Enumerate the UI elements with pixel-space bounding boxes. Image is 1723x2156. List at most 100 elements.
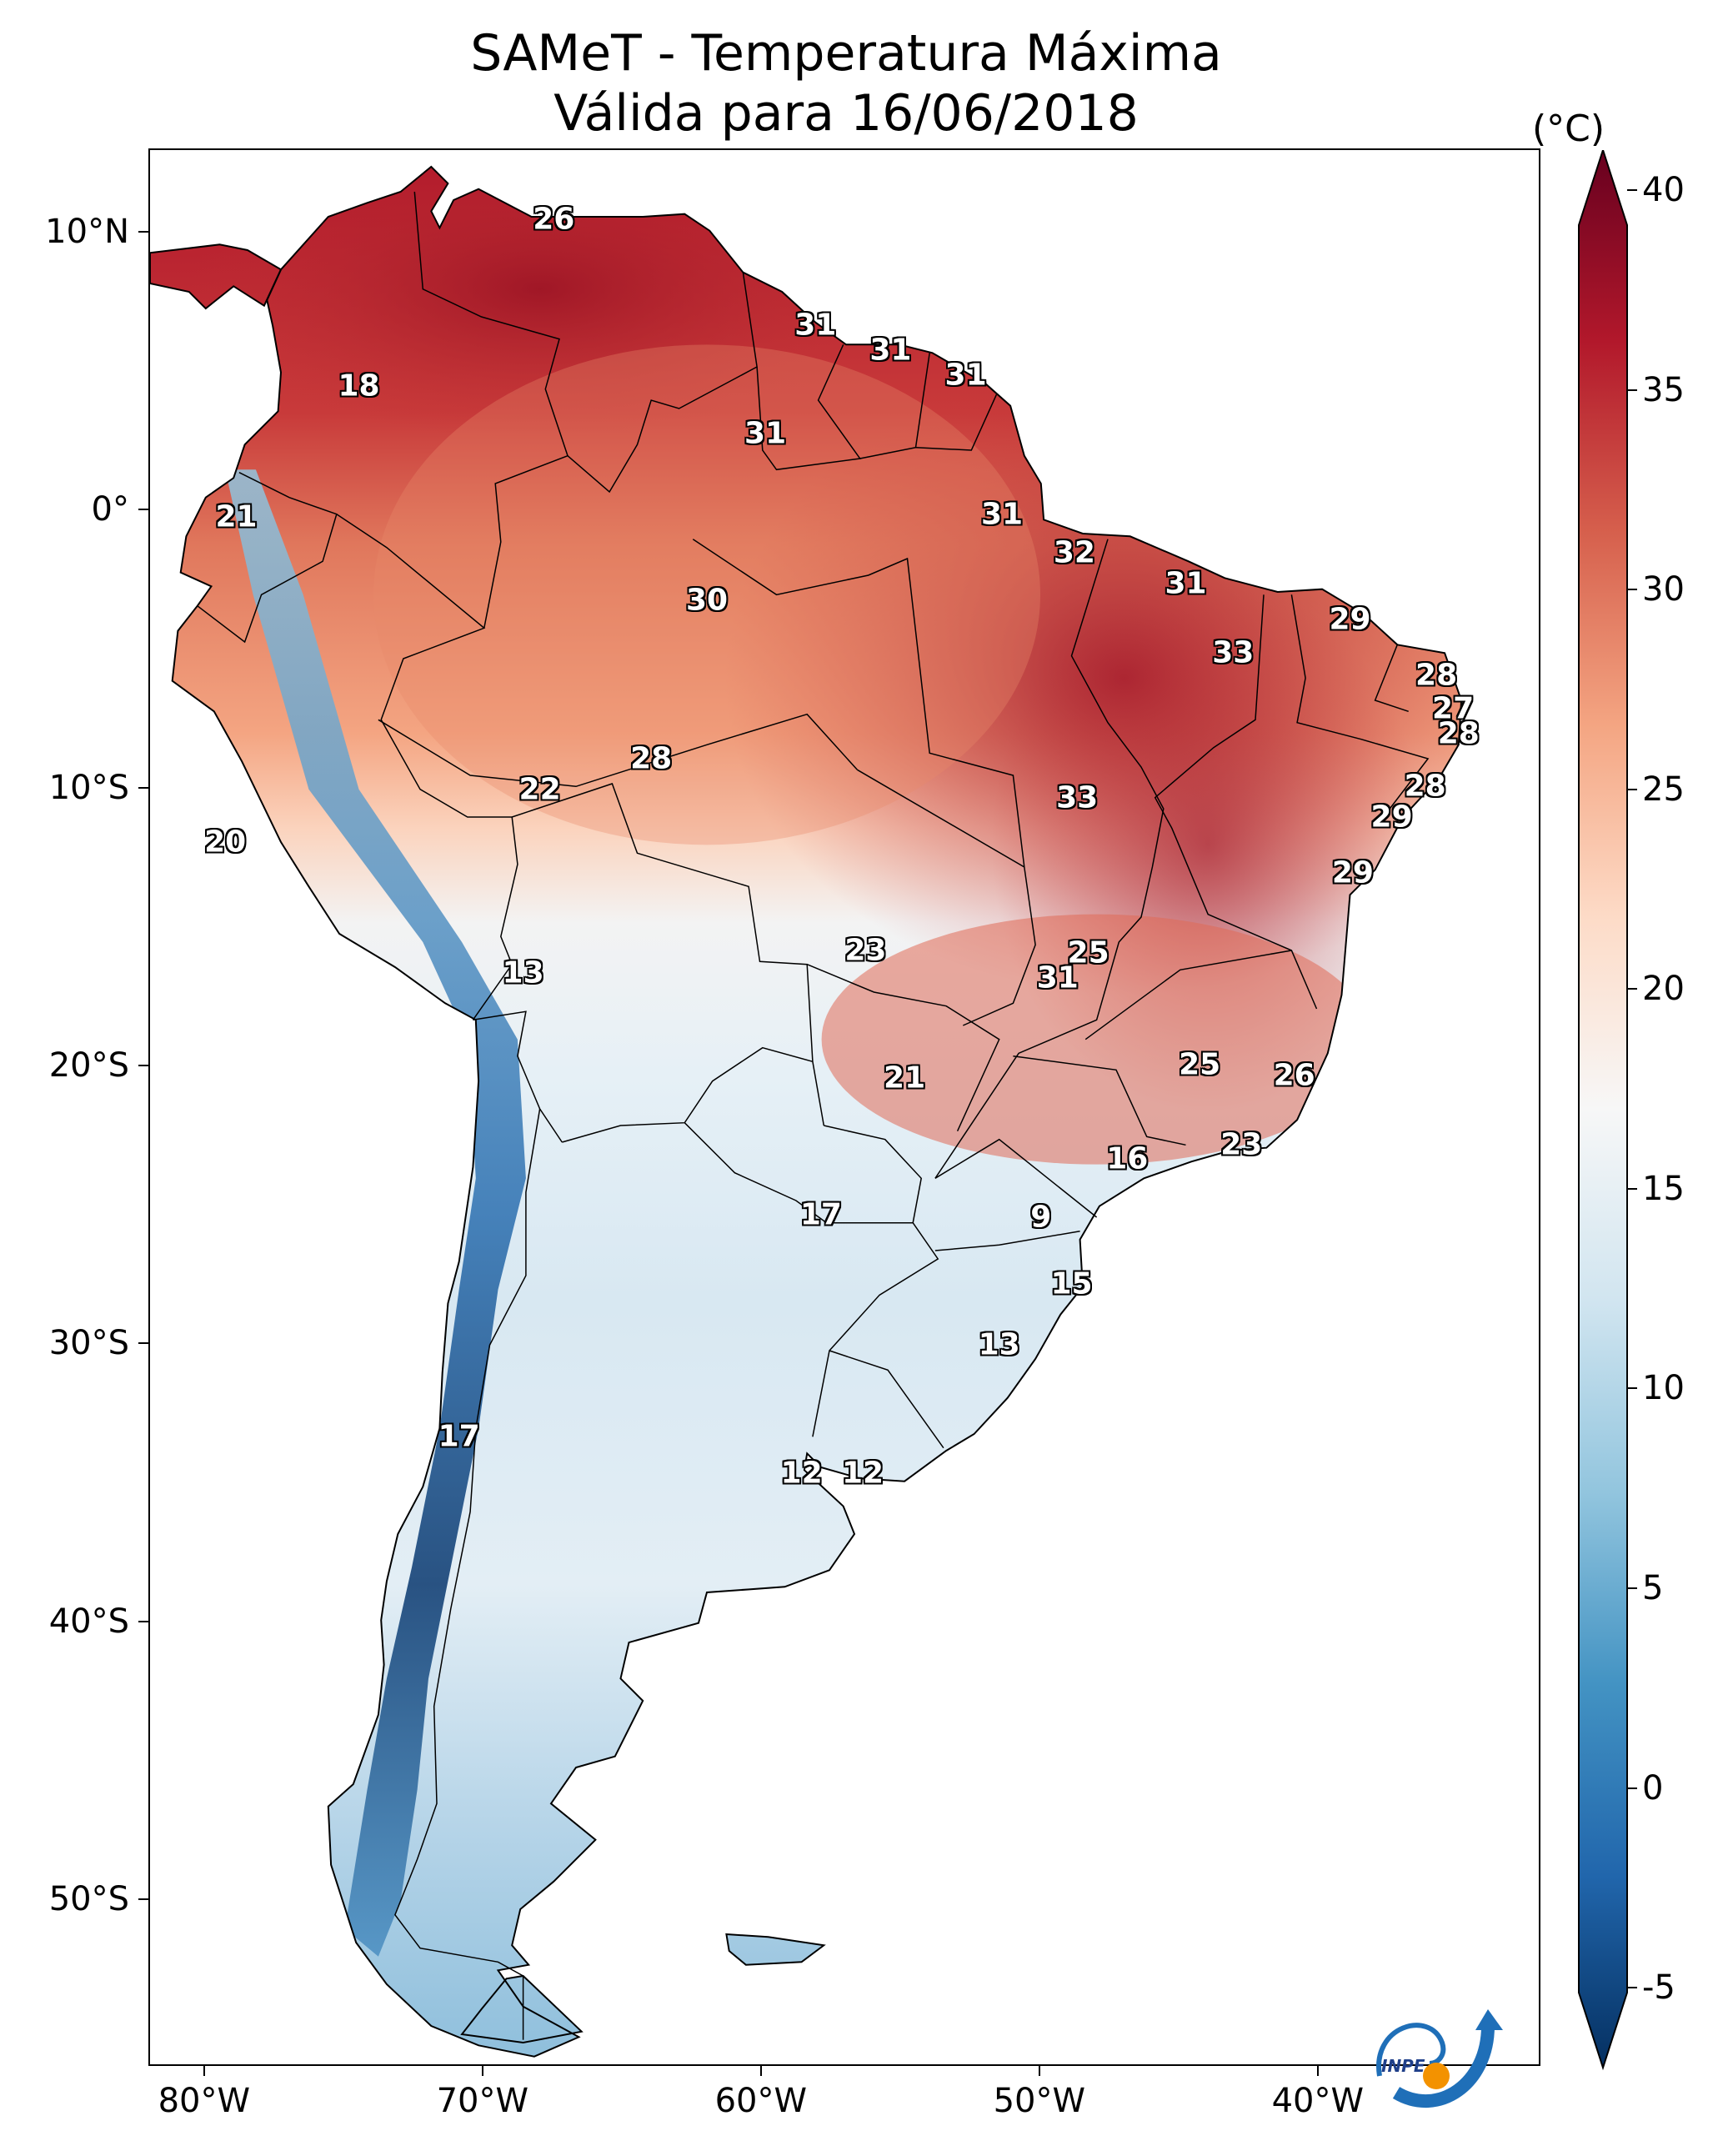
latitude-tick <box>138 1065 148 1066</box>
temperature-label: 26 <box>1273 1058 1315 1093</box>
border-line <box>934 1230 1080 1251</box>
border-line <box>812 1222 939 1437</box>
colorbar-tick-label: 15 <box>1642 1169 1685 1208</box>
border-line <box>1013 1055 1186 1146</box>
temperature-label: 28 <box>1415 658 1458 693</box>
longitude-tick <box>759 2066 762 2076</box>
border-line <box>684 1122 923 1224</box>
border-line <box>378 713 858 788</box>
map-canvas <box>150 165 1463 2058</box>
colorbar-tick-label: 35 <box>1642 370 1685 409</box>
border-line <box>934 539 1165 1179</box>
colorbar <box>1578 150 1628 2071</box>
coastline <box>171 165 1463 2058</box>
border-line <box>756 343 862 471</box>
temperature-label: 31 <box>869 333 912 368</box>
temperature-label: 32 <box>1053 535 1095 570</box>
country-borders <box>197 191 1430 2040</box>
coastline-central-america <box>150 243 283 310</box>
temperature-label: 13 <box>978 1327 1020 1362</box>
temperature-label: 18 <box>338 369 380 404</box>
longitude-tick-label: 80°W <box>158 2082 251 2120</box>
temperature-label: 31 <box>980 497 1024 532</box>
latitude-tick-label: 10°S <box>48 768 129 807</box>
title-line-2: Válida para 16/06/2018 <box>553 84 1139 143</box>
temperature-label: 22 <box>518 772 561 807</box>
temperature-label: 31 <box>1036 960 1079 995</box>
warm-zone-amazon <box>373 344 1040 845</box>
colorbar-tick-label: 10 <box>1642 1369 1685 1408</box>
continent-fill <box>150 165 1463 2058</box>
temperature-label: 23 <box>844 933 887 968</box>
latitude-tick <box>138 1898 148 1900</box>
temperature-label: 31 <box>744 416 787 451</box>
latitude-tick <box>138 1620 148 1622</box>
colorbar-tick <box>1627 188 1637 191</box>
inpe-logo: INPE <box>1376 2009 1503 2108</box>
colorbar-tick <box>1627 389 1637 391</box>
border-line <box>829 1350 944 1449</box>
colorbar-tick-label: -5 <box>1642 1968 1675 2008</box>
longitude-tick <box>1038 2066 1040 2076</box>
temperature-label: 29 <box>1331 855 1374 890</box>
colorbar-tick-label: 30 <box>1642 570 1685 609</box>
border-line <box>511 783 825 1126</box>
temperature-label: 17 <box>438 1419 480 1454</box>
temperature-label: 12 <box>841 1456 884 1491</box>
latitude-tick-label: 0° <box>91 490 129 529</box>
temperature-label: 26 <box>533 202 575 237</box>
temperature-label: 29 <box>1329 602 1371 637</box>
border-line <box>562 1046 814 1143</box>
temperature-label: 28 <box>1437 716 1480 751</box>
temperature-label: 33 <box>1212 635 1255 670</box>
temperature-label: 15 <box>1050 1266 1093 1301</box>
border-line <box>857 769 1036 1026</box>
colorbar-unit: (°C) <box>1532 108 1605 150</box>
colorbar-tick <box>1627 1187 1637 1190</box>
longitude-tick-label: 60°W <box>714 2082 808 2120</box>
temperature-label: 25 <box>1179 1047 1221 1082</box>
longitude-tick-label: 50°W <box>993 2082 1086 2120</box>
border-line <box>1290 594 1430 818</box>
temperature-label: 17 <box>799 1197 842 1232</box>
temperature-label: 29 <box>1370 800 1413 835</box>
temperature-label: 31 <box>944 358 987 393</box>
border-line <box>473 1010 563 1143</box>
border-line <box>1374 644 1409 713</box>
latitude-tick-label: 10°N <box>45 213 129 251</box>
border-line <box>1084 950 1292 1040</box>
longitude-tick-label: 40°W <box>1271 2082 1365 2120</box>
temperature-label: 16 <box>1106 1141 1149 1176</box>
border-line <box>336 514 518 1020</box>
longitude-tick-label: 70°W <box>436 2082 529 2120</box>
chart-title: SAMeT - Temperatura Máxima Válida para 1… <box>150 23 1542 143</box>
border-line <box>692 539 1025 868</box>
border-line <box>934 1138 1098 1218</box>
warm-zone-southeast <box>821 914 1372 1165</box>
coastline-tierra-del-fuego <box>460 1974 584 2044</box>
latitude-tick-label: 40°S <box>48 1602 129 1641</box>
colorbar-tick <box>1627 589 1637 591</box>
temperature-label: 27 <box>1432 691 1475 726</box>
latitude-tick-label: 30°S <box>48 1324 129 1363</box>
title-line-1: SAMeT - Temperatura Máxima <box>470 24 1222 83</box>
latitude-tick <box>138 1342 148 1345</box>
temperature-label: 31 <box>794 308 837 343</box>
border-line <box>1154 594 1318 1010</box>
border-line <box>394 1108 541 1977</box>
temperature-label: 25 <box>1067 935 1109 970</box>
border-line <box>915 394 998 451</box>
temperature-label: 23 <box>1220 1127 1263 1162</box>
logo-text: INPE <box>1381 2056 1425 2076</box>
temperature-label: 21 <box>884 1060 926 1096</box>
colorbar-tick <box>1627 788 1637 790</box>
colorbar-tick-label: 5 <box>1642 1569 1664 1607</box>
temperature-label: 13 <box>502 955 544 990</box>
colorbar-tick <box>1627 1987 1637 1989</box>
coastline-falklands <box>725 1933 826 1966</box>
longitude-tick <box>481 2066 483 2076</box>
longitude-tick <box>203 2066 205 2076</box>
latitude-tick <box>138 231 148 233</box>
colorbar-tick-label: 25 <box>1642 770 1685 809</box>
temperature-label: 28 <box>1404 769 1446 804</box>
